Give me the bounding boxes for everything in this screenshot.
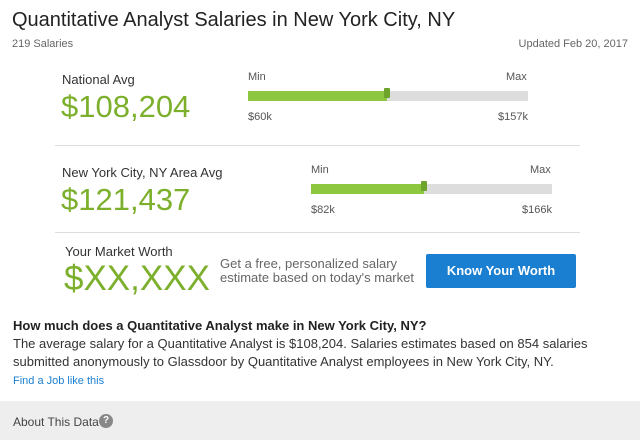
range-bar	[248, 88, 528, 101]
market-value: $XX,XXX	[64, 259, 210, 298]
max-value: $157k	[498, 111, 528, 123]
min-label: Min	[248, 71, 266, 83]
range-marker	[421, 181, 428, 191]
footer: About This Data ?	[0, 401, 640, 440]
about-data[interactable]: About This Data	[13, 415, 99, 429]
range-fill	[311, 184, 425, 194]
national-label: National Avg	[62, 72, 135, 87]
find-job-link[interactable]: Find a Job like this	[13, 375, 105, 387]
paragraph-line: submitted anonymously to Glassdoor by Qu…	[13, 354, 554, 369]
max-label: Max	[506, 71, 527, 83]
range-bar	[311, 181, 552, 194]
market-text: Get a free, personalized salary	[220, 256, 398, 271]
max-value: $166k	[522, 204, 552, 216]
market-label: Your Market Worth	[65, 244, 173, 259]
separator	[55, 145, 580, 146]
help-icon[interactable]: ?	[99, 414, 113, 428]
question: How much does a Quantitative Analyst mak…	[13, 318, 427, 333]
range-fill	[248, 91, 388, 101]
updated-date: Updated Feb 20, 2017	[518, 38, 628, 50]
national-value: $108,204	[61, 89, 191, 124]
min-value: $60k	[248, 111, 272, 123]
max-label: Max	[530, 164, 551, 176]
know-your-worth-button[interactable]: Know Your Worth	[426, 254, 576, 288]
local-value: $121,437	[61, 182, 191, 217]
separator	[55, 232, 580, 233]
salary-count: 219 Salaries	[12, 38, 74, 50]
min-label: Min	[311, 164, 329, 176]
local-label: New York City, NY Area Avg	[62, 165, 223, 180]
min-value: $82k	[311, 204, 335, 216]
range-marker	[384, 88, 391, 98]
paragraph-line: The average salary for a Quantitative An…	[13, 336, 588, 351]
page-title: Quantitative Analyst Salaries in New Yor…	[12, 9, 456, 31]
market-text: estimate based on today's market	[220, 270, 414, 285]
